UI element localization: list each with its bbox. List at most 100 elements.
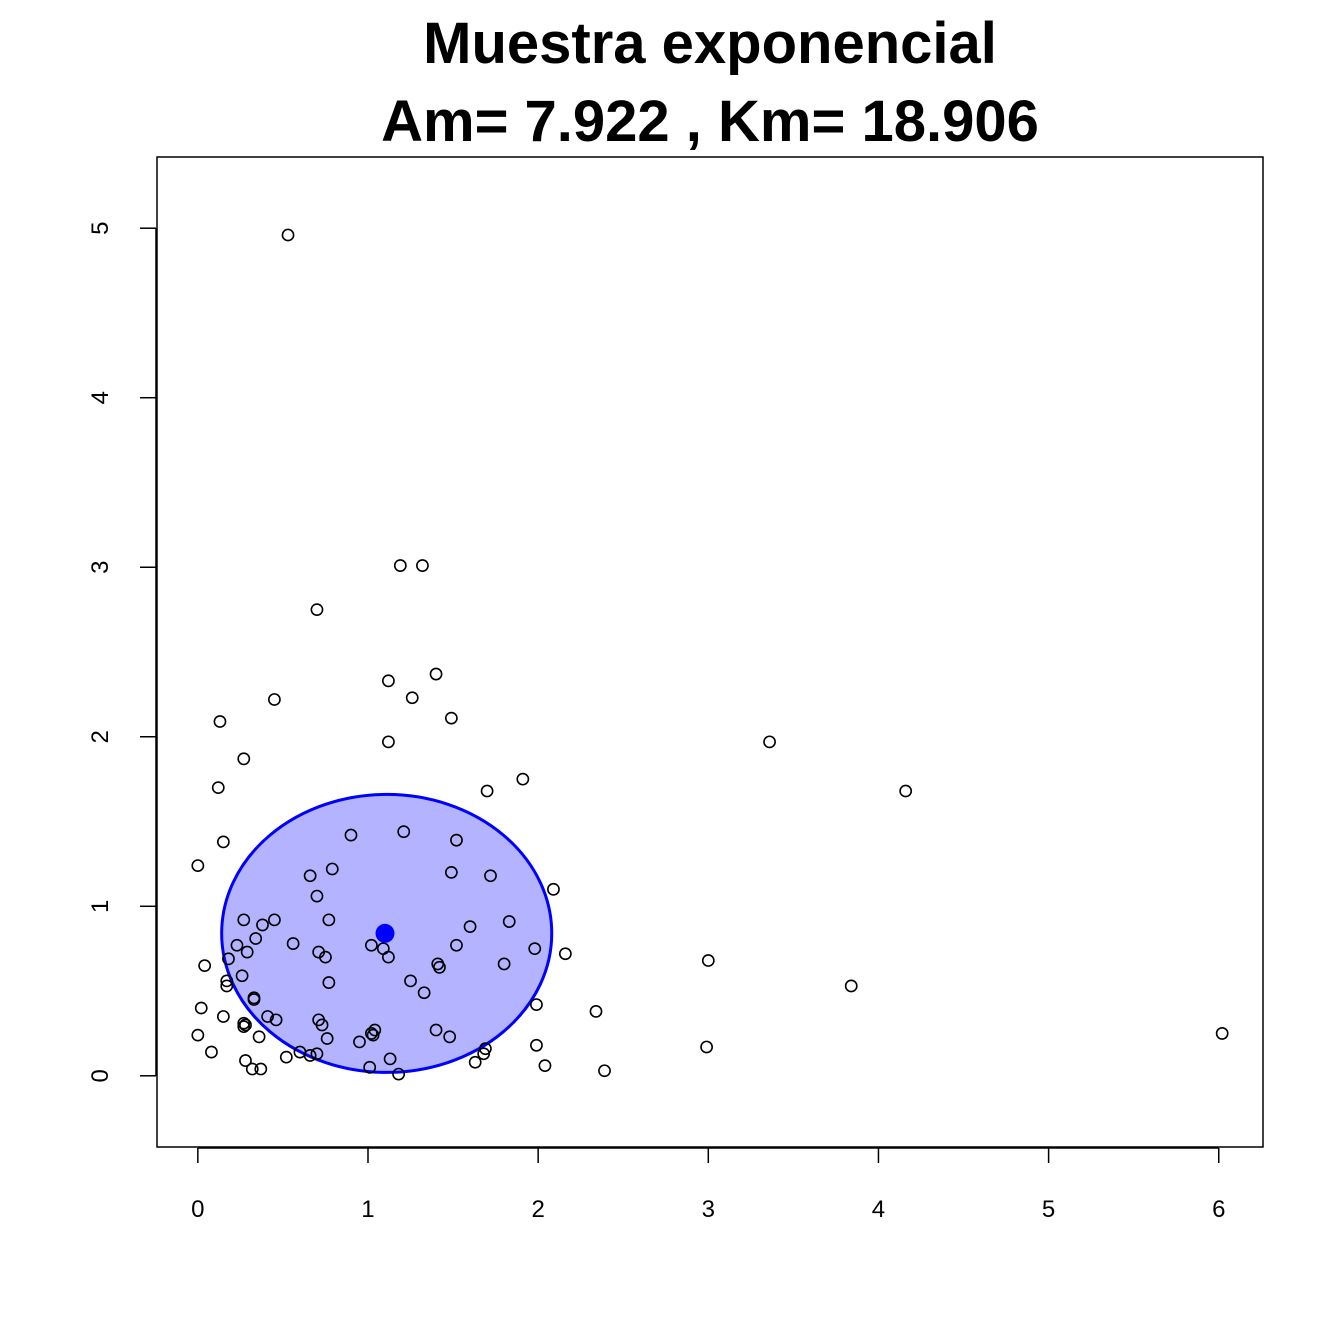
data-point	[404, 974, 417, 988]
y-tick-label: 5	[87, 222, 114, 235]
data-point	[303, 1049, 317, 1062]
data-point	[303, 869, 317, 883]
data-point	[530, 1038, 543, 1052]
data-point	[429, 667, 443, 681]
data-point	[383, 1052, 397, 1066]
data-point	[429, 1023, 443, 1037]
data-point	[198, 959, 212, 973]
data-point	[322, 913, 336, 927]
data-point	[416, 559, 429, 572]
data-point	[220, 979, 234, 993]
data-point	[320, 1032, 334, 1045]
data-point	[191, 859, 205, 872]
chart-subtitle: Am= 7.922 , Km= 18.906	[381, 89, 1039, 154]
x-tick-label: 0	[191, 1196, 204, 1223]
data-point	[286, 937, 300, 950]
data-point	[325, 862, 339, 876]
data-point	[363, 1060, 377, 1074]
data-point	[450, 938, 463, 952]
data-point	[216, 835, 230, 849]
data-point	[700, 1040, 713, 1054]
data-point	[249, 932, 263, 945]
data-point	[279, 1050, 293, 1064]
data-point	[528, 942, 542, 956]
x-tick-label: 4	[872, 1196, 885, 1223]
data-point	[589, 1004, 603, 1018]
data-point	[417, 986, 431, 1000]
data-point	[239, 1018, 252, 1032]
data-point	[444, 711, 458, 725]
data-point	[366, 1028, 380, 1042]
data-point	[319, 950, 332, 964]
y-tick-label: 1	[87, 900, 114, 913]
data-point	[516, 772, 530, 786]
x-tick-label: 5	[1042, 1196, 1055, 1223]
data-point	[397, 825, 411, 839]
data-point	[558, 947, 572, 961]
data-point	[701, 954, 715, 967]
y-tick-label: 3	[87, 561, 114, 574]
x-tick-label: 6	[1212, 1196, 1225, 1223]
data-point	[547, 882, 560, 896]
data-point	[254, 1062, 268, 1076]
y-axis: 0 1 2 3 4 5	[87, 222, 157, 1082]
data-point	[598, 1064, 611, 1078]
data-point	[344, 828, 358, 842]
x-axis: 0 1 2 3 4 5 6	[191, 1147, 1225, 1223]
data-point	[256, 918, 269, 932]
data-point	[382, 674, 395, 688]
x-tick-label: 3	[702, 1196, 715, 1223]
data-point	[247, 993, 261, 1006]
data-point	[444, 865, 458, 879]
y-tick-label: 2	[87, 730, 114, 743]
data-point	[310, 889, 324, 903]
data-point	[310, 1047, 324, 1061]
plot-frame	[156, 156, 1264, 1148]
data-point	[364, 1027, 378, 1040]
data-point	[194, 1001, 208, 1015]
data-point	[530, 998, 543, 1012]
data-point	[899, 784, 913, 798]
data-point	[237, 1016, 251, 1030]
data-point	[235, 969, 249, 983]
chart-title: Muestra exponencial	[423, 11, 997, 76]
data-point	[261, 1010, 274, 1023]
data-point	[480, 784, 494, 798]
data-point	[237, 913, 251, 927]
data-point	[364, 938, 378, 952]
x-tick-label: 1	[361, 1196, 374, 1223]
data-point	[237, 1020, 251, 1034]
data-point	[240, 945, 254, 959]
points-layer	[191, 228, 1229, 1081]
data-point	[268, 913, 281, 927]
data-point	[252, 1030, 266, 1044]
data-point	[497, 957, 511, 971]
data-point	[478, 1042, 492, 1056]
x-tick-label: 2	[531, 1196, 544, 1223]
data-point	[230, 938, 244, 952]
data-point	[239, 1054, 252, 1067]
data-point	[1215, 1027, 1229, 1040]
data-point	[269, 1013, 283, 1027]
data-point	[450, 833, 463, 847]
data-point	[281, 228, 295, 242]
data-point	[191, 1028, 205, 1042]
data-point	[315, 1018, 329, 1032]
data-point	[222, 952, 235, 966]
data-point	[382, 735, 395, 749]
data-point	[392, 1067, 406, 1081]
data-point	[405, 691, 419, 705]
y-tick-label: 0	[87, 1069, 114, 1082]
data-point	[310, 603, 324, 617]
center-layer	[375, 923, 395, 943]
data-point	[484, 869, 497, 883]
data-point	[211, 781, 225, 795]
data-point	[205, 1045, 218, 1059]
data-point	[468, 1055, 482, 1069]
data-point	[393, 559, 407, 572]
data-point	[353, 1035, 366, 1049]
data-point	[322, 976, 336, 989]
data-point	[382, 950, 395, 964]
